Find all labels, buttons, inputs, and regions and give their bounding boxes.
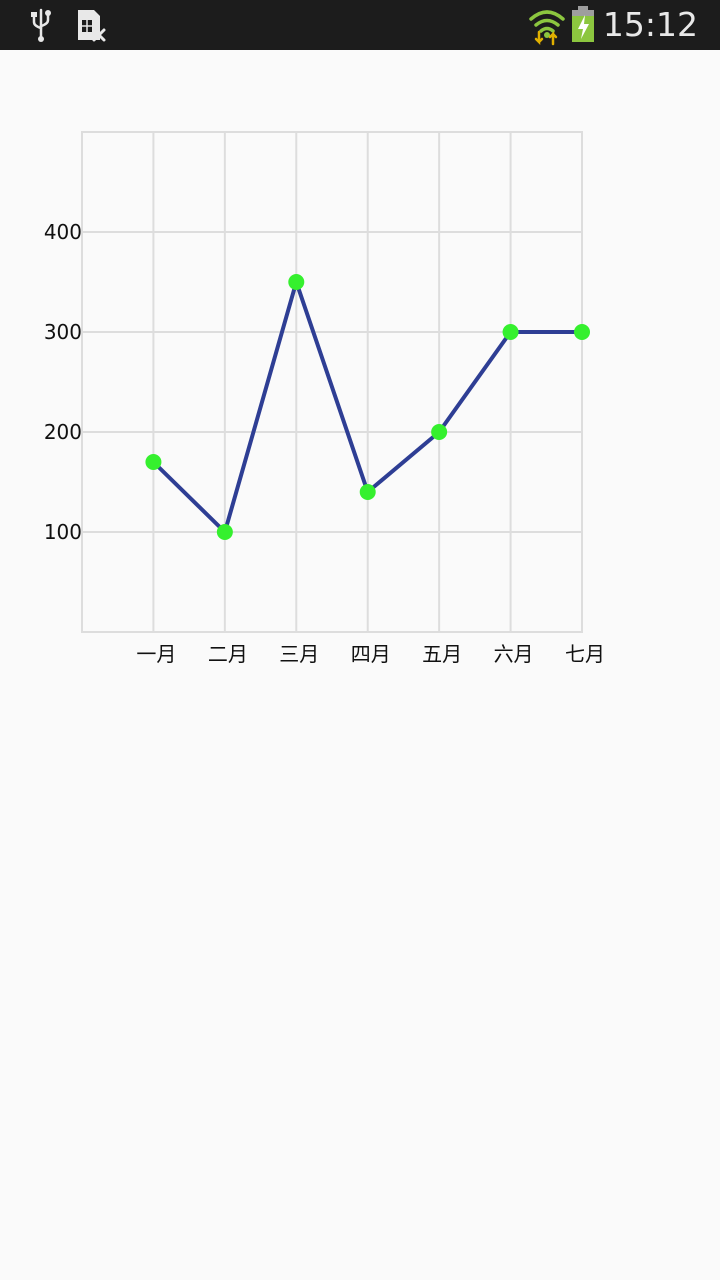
line-chart: 100 200 300 400 一月 二月 三月 四月 五月 六月 七月	[44, 131, 605, 666]
x-axis-tick-labels: 一月 二月 三月 四月 五月 六月 七月	[136, 642, 605, 666]
data-point	[431, 424, 448, 440]
y-tick-label: 400	[44, 220, 82, 244]
data-point	[288, 274, 305, 290]
chart-data-points	[145, 274, 590, 540]
usb-icon	[31, 8, 51, 42]
status-clock: 15:12	[602, 5, 698, 44]
data-point	[145, 454, 162, 470]
status-bar: 15:12	[0, 0, 720, 50]
chart-grid	[81, 131, 583, 633]
x-tick-label: 一月	[136, 642, 176, 666]
main-content: 100 200 300 400 一月 二月 三月 四月 五月 六月 七月	[0, 50, 720, 1280]
x-tick-label: 六月	[494, 642, 534, 666]
x-tick-label: 四月	[351, 642, 391, 666]
x-tick-label: 七月	[565, 642, 605, 666]
sim-card-missing-icon	[78, 10, 106, 42]
data-point	[359, 484, 376, 500]
x-tick-label: 三月	[279, 642, 319, 666]
x-tick-label: 二月	[208, 642, 248, 666]
x-tick-label: 五月	[422, 642, 462, 666]
wifi-data-icon	[529, 10, 565, 46]
battery-charging-icon	[572, 6, 594, 42]
y-tick-label: 100	[44, 520, 82, 544]
data-point	[502, 324, 519, 340]
data-point	[574, 324, 590, 340]
y-tick-label: 200	[44, 420, 82, 444]
y-axis-tick-labels: 100 200 300 400	[44, 220, 82, 544]
data-point	[216, 524, 233, 540]
y-tick-label: 300	[44, 320, 82, 344]
